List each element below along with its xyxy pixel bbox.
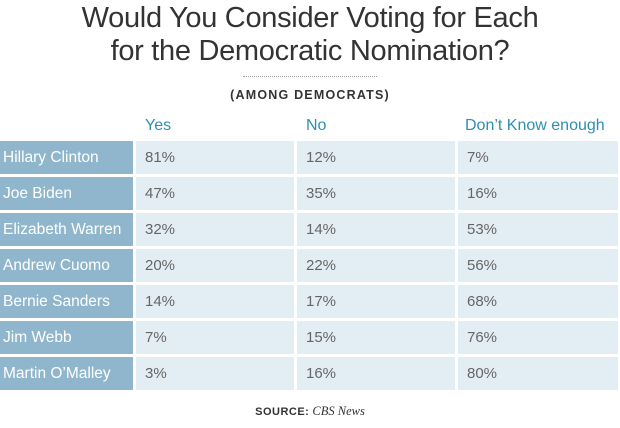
source-name: CBS News	[312, 404, 365, 418]
row-candidate-name: Elizabeth Warren	[0, 213, 133, 246]
table-row: Hillary Clinton 81% 12% 7%	[0, 141, 618, 174]
table-cell-no: 14%	[297, 213, 455, 246]
table-cell-no: 15%	[297, 321, 455, 354]
table-row: Andrew Cuomo 20% 22% 56%	[0, 249, 618, 282]
table-cell-no: 17%	[297, 285, 455, 318]
table-row: Joe Biden 47% 35% 16%	[0, 177, 618, 210]
table-cell-yes: 32%	[136, 213, 294, 246]
table-cell-dont-know: 56%	[458, 249, 618, 282]
table-cell-no: 22%	[297, 249, 455, 282]
chart-title: Would You Consider Voting for Each for t…	[0, 2, 620, 68]
table-row: Martin O’Malley 3% 16% 80%	[0, 357, 618, 390]
table-cell-dont-know: 53%	[458, 213, 618, 246]
row-candidate-name: Joe Biden	[0, 177, 133, 210]
source-label: SOURCE:	[255, 406, 310, 418]
table-cell-no: 35%	[297, 177, 455, 210]
table-row: Jim Webb 7% 15% 76%	[0, 321, 618, 354]
table-row: Bernie Sanders 14% 17% 68%	[0, 285, 618, 318]
table-cell-dont-know: 80%	[458, 357, 618, 390]
table-cell-no: 16%	[297, 357, 455, 390]
table-cell-yes: 47%	[136, 177, 294, 210]
table-cell-dont-know: 7%	[458, 141, 618, 174]
row-candidate-name: Andrew Cuomo	[0, 249, 133, 282]
table-cell-yes: 3%	[136, 357, 294, 390]
row-candidate-name: Jim Webb	[0, 321, 133, 354]
chart-subtitle: (AMONG DEMOCRATS)	[230, 88, 390, 102]
table-cell-dont-know: 16%	[458, 177, 618, 210]
table-cell-yes: 14%	[136, 285, 294, 318]
source-note: SOURCE: CBS News	[0, 404, 620, 419]
row-candidate-name: Hillary Clinton	[0, 141, 133, 174]
row-candidate-name: Bernie Sanders	[0, 285, 133, 318]
table-cell-yes: 20%	[136, 249, 294, 282]
table-cell-yes: 7%	[136, 321, 294, 354]
row-candidate-name: Martin O’Malley	[0, 357, 133, 390]
column-header-no: No	[306, 117, 327, 134]
column-header-dont-know: Don’t Know enough	[465, 117, 605, 134]
table-cell-dont-know: 76%	[458, 321, 618, 354]
table-cell-no: 12%	[297, 141, 455, 174]
column-header-yes: Yes	[145, 117, 172, 134]
title-line-1: Would You Consider Voting for Each	[81, 2, 539, 34]
title-line-2: for the Democratic Nomination?	[110, 35, 510, 67]
table-row: Elizabeth Warren 32% 14% 53%	[0, 213, 618, 246]
table-cell-dont-know: 68%	[458, 285, 618, 318]
table-cell-yes: 81%	[136, 141, 294, 174]
title-divider	[243, 76, 377, 77]
